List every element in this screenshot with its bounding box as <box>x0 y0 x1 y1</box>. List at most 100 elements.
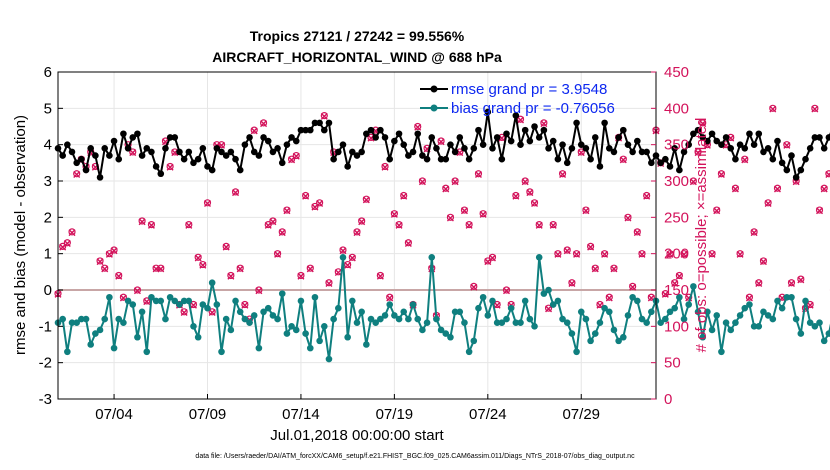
obs-assimilated-point <box>325 279 333 287</box>
bias-point <box>101 315 109 323</box>
obs-possible-point <box>736 250 744 258</box>
rmse-point <box>648 159 655 167</box>
bias-point <box>134 333 141 341</box>
obs-assimilated-point <box>390 210 398 218</box>
obs-possible-point <box>460 206 469 214</box>
rmse-point <box>825 134 830 141</box>
bias-point <box>152 297 160 305</box>
rmse-point <box>442 155 450 163</box>
bias-line <box>57 256 830 360</box>
obs-possible-point <box>325 279 333 287</box>
obs-assimilated-point <box>731 185 739 193</box>
bias-point <box>171 297 179 305</box>
obs-assimilated-point <box>147 221 155 229</box>
obs-possible-point <box>521 177 529 185</box>
obs-possible-point <box>731 184 740 192</box>
obs-possible-point <box>241 300 249 309</box>
bias-point <box>358 308 365 316</box>
obs-assimilated-point <box>549 221 557 229</box>
bias-point <box>521 297 529 305</box>
rmse-point <box>736 141 744 148</box>
obs-assimilated-point <box>358 218 366 226</box>
obs-possible-point <box>694 148 702 156</box>
rmse-point <box>512 112 520 119</box>
left-tick-label: 2 <box>44 209 52 226</box>
bias-point <box>638 315 646 323</box>
obs-possible-point <box>526 188 534 196</box>
rmse-point <box>218 148 225 156</box>
obs-assimilated-point <box>166 163 174 171</box>
bias-point <box>311 293 319 301</box>
obs-assimilated-point <box>395 221 403 229</box>
obs-possible-point <box>586 242 595 250</box>
obs-possible-point <box>820 184 828 192</box>
obs-possible-point <box>227 271 235 280</box>
rmse-point <box>671 145 678 152</box>
obs-possible-point <box>73 170 81 178</box>
obs-assimilated-point <box>208 309 216 317</box>
rmse-point <box>811 134 819 141</box>
rmse-point <box>479 141 487 148</box>
obs-assimilated-point <box>629 283 637 291</box>
obs-assimilated-point <box>292 152 300 160</box>
obs-possible-point <box>713 206 721 214</box>
right-tick-label: 400 <box>664 100 689 117</box>
right-tick-label: 0 <box>664 391 672 408</box>
obs-possible-point <box>96 257 104 265</box>
obs-possible-point <box>470 282 478 290</box>
obs-possible-point <box>661 290 669 298</box>
obs-possible-point <box>647 293 655 301</box>
rmse-point <box>335 148 342 156</box>
right-tick-label: 150 <box>664 282 689 299</box>
bias-point <box>802 297 809 305</box>
rmse-point <box>507 137 515 145</box>
obs-possible-point <box>549 221 557 229</box>
obs-assimilated-point <box>404 239 412 247</box>
bias-point <box>73 319 80 327</box>
rmse-point <box>774 137 781 145</box>
obs-assimilated-point <box>717 170 725 178</box>
obs-possible-point <box>414 122 422 131</box>
bias-point <box>629 293 636 301</box>
bias-point <box>610 326 618 334</box>
bias-point <box>143 348 151 356</box>
obs-possible-point <box>353 228 361 236</box>
bias-point <box>619 333 627 341</box>
bias-point <box>423 319 431 327</box>
rmse-point <box>143 145 151 152</box>
obs-assimilated-point <box>189 301 197 309</box>
bias-point <box>185 297 193 305</box>
obs-assimilated-point <box>269 218 277 226</box>
rmse-point <box>120 130 127 138</box>
obs-assimilated-point <box>138 218 146 226</box>
obs-assimilated-point <box>540 120 548 128</box>
rmse-point <box>78 155 85 163</box>
obs-possible-point <box>194 253 202 261</box>
bias-point <box>363 341 370 348</box>
obs-assimilated-point <box>521 178 529 186</box>
rmse-point <box>694 126 702 134</box>
obs-assimilated-point <box>484 258 492 266</box>
bias-point <box>806 319 814 327</box>
obs-assimilated-point <box>255 287 263 295</box>
obs-possible-point <box>59 242 67 250</box>
obs-possible-point <box>446 213 455 221</box>
bias-point <box>526 315 534 323</box>
obs-assimilated-point <box>764 200 772 208</box>
rmse-point <box>657 159 664 167</box>
obs-possible-point <box>390 210 398 218</box>
obs-possible-point <box>185 221 193 229</box>
rmse-point <box>783 166 791 174</box>
obs-assimilated-point <box>115 272 123 280</box>
obs-assimilated-point <box>488 254 496 262</box>
rmse-point <box>377 126 384 134</box>
obs-assimilated-point <box>362 196 370 204</box>
rmse-point <box>330 155 337 163</box>
rmse-point <box>634 137 641 145</box>
obs-possible-point <box>643 191 651 200</box>
bias-point <box>405 315 412 323</box>
obs-assimilated-point <box>638 250 646 258</box>
obs-possible-point <box>558 170 567 178</box>
bias-point <box>208 279 216 287</box>
